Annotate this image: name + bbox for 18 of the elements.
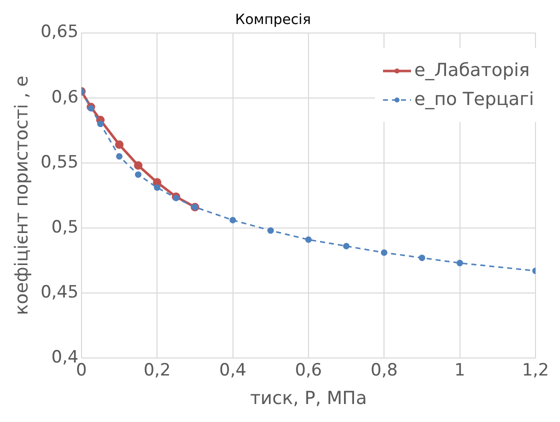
legend-label: е_по Терцагі [414,89,534,110]
y-tick-label: 0,5 [51,217,78,238]
x-tick-label: 0,2 [144,360,171,381]
x-tick-label: 0,4 [219,360,246,381]
y-tick-label: 0,55 [40,152,78,172]
x-tick-label: 1 [454,360,466,381]
y-tick-label: 0,45 [40,282,78,302]
y-tick-label: 0,4 [51,347,78,368]
chart-title: Компресія [235,12,311,28]
y-axis-title: коефіцієнт пористості , е [11,76,32,316]
x-axis-title: тиск, Р, МПа [250,388,367,409]
y-tick-label: 0,65 [40,22,78,42]
x-tick-label: 1,2 [522,360,550,381]
x-tick-label: 0,8 [370,360,398,381]
x-tick-label: 0 [76,360,87,381]
legend-label: е_Лабаторія [414,60,530,81]
y-tick-label: 0,6 [51,87,78,108]
x-tick-label: 0,6 [294,360,322,381]
